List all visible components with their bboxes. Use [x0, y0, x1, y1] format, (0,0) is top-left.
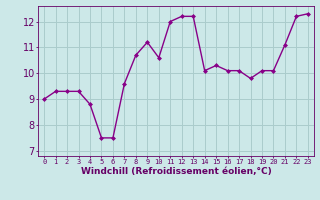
X-axis label: Windchill (Refroidissement éolien,°C): Windchill (Refroidissement éolien,°C): [81, 167, 271, 176]
